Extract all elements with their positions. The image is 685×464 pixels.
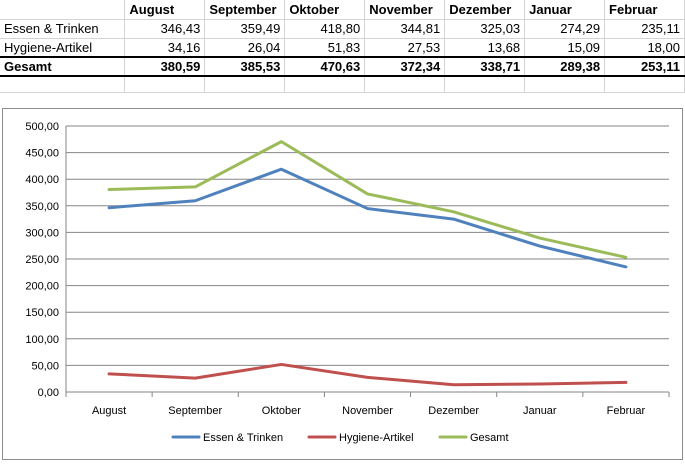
empty-row (0, 76, 685, 92)
y-axis-ticks: 0,00 50,00 100,00 150,00 200,00 250,00 300,00 3… (25, 121, 59, 399)
empty-cell[interactable] (525, 76, 605, 92)
gridlines (66, 126, 669, 392)
value-cell[interactable]: 344,81 (365, 19, 445, 38)
total-value-cell[interactable]: 338,71 (445, 57, 525, 76)
legend[interactable]: Essen & Trinken Hygiene-Artikel Gesamt (173, 432, 509, 444)
x-tick-label: August (92, 405, 126, 417)
value-cell[interactable]: 51,83 (285, 38, 365, 57)
y-tick-label: 500,00 (25, 121, 59, 133)
empty-cell[interactable] (605, 76, 685, 92)
y-tick-label: 250,00 (25, 254, 59, 266)
y-tick-label: 350,00 (25, 201, 59, 213)
legend-label: Gesamt (470, 432, 509, 444)
series-line-gesamt[interactable] (109, 142, 626, 258)
row-label-cell[interactable]: Gesamt (0, 57, 125, 76)
legend-entry[interactable]: Essen & Trinken (173, 432, 283, 444)
x-tick-label: November (342, 405, 393, 417)
total-value-cell[interactable]: 380,59 (125, 57, 205, 76)
corner-cell[interactable] (0, 0, 125, 19)
legend-entry[interactable]: Gesamt (440, 432, 509, 444)
value-cell[interactable]: 359,49 (205, 19, 285, 38)
value-cell[interactable]: 34,16 (125, 38, 205, 57)
month-header-cell[interactable]: August (125, 0, 205, 19)
total-value-cell[interactable]: 253,11 (605, 57, 685, 76)
empty-cell[interactable] (365, 76, 445, 92)
y-tick-label: 0,00 (38, 387, 59, 399)
row-label-cell[interactable]: Hygiene-Artikel (0, 38, 125, 57)
value-cell[interactable]: 26,04 (205, 38, 285, 57)
y-tick-label: 100,00 (25, 334, 59, 346)
month-header-cell[interactable]: Dezember (445, 0, 525, 19)
chart-canvas: 0,00 50,00 100,00 150,00 200,00 250,00 300,00 3… (3, 109, 682, 459)
month-header-cell[interactable]: September (205, 0, 285, 19)
x-tick-label: Dezember (428, 405, 479, 417)
value-cell[interactable]: 18,00 (605, 38, 685, 57)
empty-cell[interactable] (0, 76, 125, 92)
empty-cell[interactable] (285, 76, 365, 92)
value-cell[interactable]: 418,80 (285, 19, 365, 38)
legend-entry[interactable]: Hygiene-Artikel (309, 432, 414, 444)
value-cell[interactable]: 15,09 (525, 38, 605, 57)
value-cell[interactable]: 325,03 (445, 19, 525, 38)
empty-cell[interactable] (445, 76, 525, 92)
value-cell[interactable]: 346,43 (125, 19, 205, 38)
header-row: August September Oktober November Dezemb… (0, 0, 685, 19)
month-header-cell[interactable]: Oktober (285, 0, 365, 19)
x-tick-label: September (168, 405, 222, 417)
y-tick-label: 150,00 (25, 307, 59, 319)
y-tick-label: 400,00 (25, 174, 59, 186)
series-lines (109, 142, 626, 385)
total-value-cell[interactable]: 385,53 (205, 57, 285, 76)
y-tick-label: 50,00 (31, 360, 59, 372)
legend-label: Hygiene-Artikel (339, 432, 414, 444)
y-tick-label: 300,00 (25, 227, 59, 239)
y-tick-label: 200,00 (25, 281, 59, 293)
month-header-cell[interactable]: Februar (605, 0, 685, 19)
x-tick-label: Februar (607, 405, 646, 417)
value-cell[interactable]: 27,53 (365, 38, 445, 57)
legend-label: Essen & Trinken (203, 432, 283, 444)
y-tick-label: 450,00 (25, 148, 59, 160)
x-axis-ticks: August September Oktober November Dezember Ja… (66, 392, 669, 417)
series-line-hygiene-artikel[interactable] (109, 364, 626, 384)
empty-cell[interactable] (125, 76, 205, 92)
table-row: Hygiene-Artikel 34,16 26,04 51,83 27,53 … (0, 38, 685, 57)
total-value-cell[interactable]: 289,38 (525, 57, 605, 76)
line-chart[interactable]: 0,00 50,00 100,00 150,00 200,00 250,00 300,00 3… (2, 108, 683, 460)
empty-cell[interactable] (205, 76, 285, 92)
data-table: August September Oktober November Dezemb… (0, 0, 685, 93)
x-tick-label: Oktober (262, 405, 301, 417)
value-cell[interactable]: 274,29 (525, 19, 605, 38)
table-row: Essen & Trinken 346,43 359,49 418,80 344… (0, 19, 685, 38)
month-header-cell[interactable]: November (365, 0, 445, 19)
series-line-essen-trinken[interactable] (109, 169, 626, 267)
value-cell[interactable]: 13,68 (445, 38, 525, 57)
value-cell[interactable]: 235,11 (605, 19, 685, 38)
x-tick-label: Januar (523, 405, 557, 417)
total-value-cell[interactable]: 372,34 (365, 57, 445, 76)
total-value-cell[interactable]: 470,63 (285, 57, 365, 76)
row-label-cell[interactable]: Essen & Trinken (0, 19, 125, 38)
month-header-cell[interactable]: Januar (525, 0, 605, 19)
total-row: Gesamt 380,59 385,53 470,63 372,34 338,7… (0, 57, 685, 76)
